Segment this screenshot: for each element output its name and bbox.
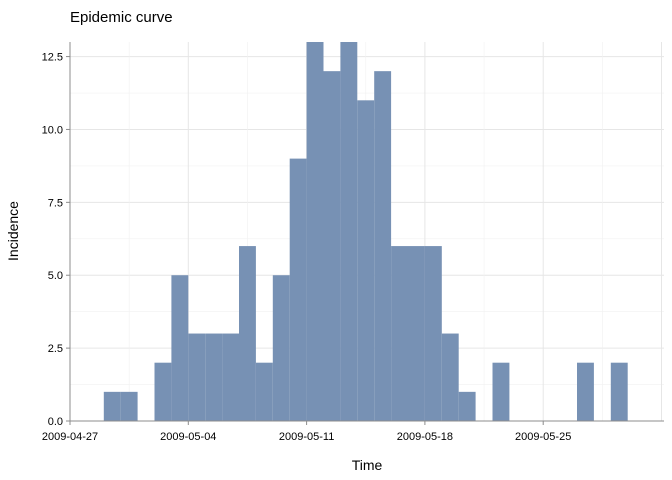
x-tick-label: 2009-05-25 bbox=[515, 431, 571, 443]
incidence-bar bbox=[222, 333, 239, 421]
incidence-bar bbox=[357, 100, 375, 422]
x-tick-label: 2009-05-11 bbox=[279, 431, 334, 443]
bars bbox=[103, 42, 628, 422]
incidence-bar bbox=[441, 333, 459, 421]
incidence-bar bbox=[272, 275, 290, 421]
y-tick-label: 10.0 bbox=[42, 124, 63, 136]
incidence-bar bbox=[188, 333, 206, 421]
incidence-bar bbox=[120, 391, 138, 421]
y-tick-label: 2.5 bbox=[48, 343, 63, 355]
x-tick-label: 2009-05-18 bbox=[397, 431, 453, 443]
x-ticks: 2009-04-27 2009-05-04 2009-05-11 2009-05-18… bbox=[42, 421, 571, 443]
incidence-bar bbox=[424, 246, 442, 421]
y-tick-label: 7.5 bbox=[48, 197, 63, 209]
incidence-bar bbox=[340, 42, 358, 421]
incidence-bar bbox=[205, 333, 223, 421]
y-ticks: 0.0 2.5 5.0 7.5 10.0 12.5 bbox=[42, 52, 70, 428]
axes bbox=[69, 42, 664, 422]
incidence-bar bbox=[323, 71, 341, 422]
x-tick-label: 2009-05-04 bbox=[160, 431, 216, 443]
incidence-bar bbox=[154, 362, 172, 421]
incidence-bar bbox=[239, 246, 256, 421]
incidence-bar bbox=[103, 391, 121, 421]
incidence-bar bbox=[289, 158, 307, 421]
y-tick-label: 5.0 bbox=[48, 270, 63, 282]
x-axis-title: Time bbox=[352, 457, 383, 473]
incidence-bar bbox=[408, 246, 425, 421]
incidence-bar bbox=[171, 275, 189, 421]
incidence-bar bbox=[492, 362, 510, 421]
incidence-bar bbox=[391, 246, 408, 421]
chart-title: Epidemic curve bbox=[70, 9, 173, 26]
incidence-bar bbox=[577, 362, 594, 421]
x-tick-label: 2009-04-27 bbox=[42, 431, 98, 443]
incidence-bar bbox=[255, 362, 273, 421]
y-tick-label: 12.5 bbox=[42, 52, 63, 64]
y-axis-title: Incidence bbox=[5, 201, 21, 261]
incidence-bar bbox=[610, 362, 628, 421]
incidence-bar bbox=[458, 391, 476, 421]
incidence-bar bbox=[374, 71, 392, 422]
incidence-bar bbox=[306, 42, 324, 421]
y-tick-label: 0.0 bbox=[48, 416, 63, 428]
